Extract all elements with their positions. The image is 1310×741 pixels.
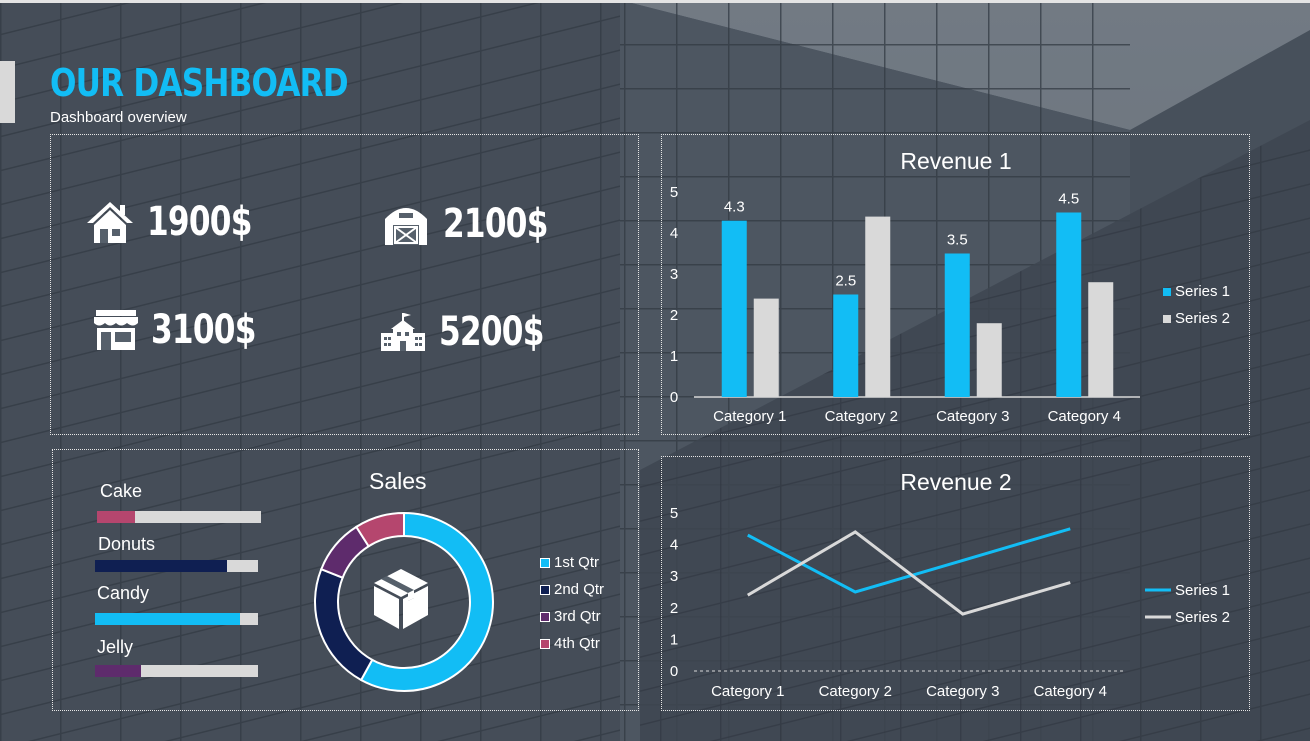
x-tick-label: Category 1 <box>711 683 784 700</box>
bar-series-2 <box>976 323 1002 397</box>
product-label-donuts: Donuts <box>98 534 156 554</box>
data-label: 4.5 <box>1058 191 1079 208</box>
kpi-store-value: 3100$ <box>151 307 256 353</box>
y-tick-label: 4 <box>670 225 678 242</box>
legend-label: Series 1 <box>1175 582 1230 599</box>
data-label: 3.5 <box>947 232 968 249</box>
bar-series-1 <box>833 294 859 397</box>
sales-donut-chart <box>314 511 494 692</box>
kpi-school-value: 5200$ <box>439 309 544 355</box>
legend-label: 1st Qtr <box>554 554 600 571</box>
legend-2nd-qtr: 2nd Qtr <box>540 581 604 598</box>
y-tick-label: 5 <box>670 184 678 201</box>
legend-label: Series 1 <box>1175 283 1230 300</box>
product-bar-donuts-fill <box>95 560 228 572</box>
product-bar-jelly <box>95 665 258 677</box>
y-tick-label: 1 <box>670 631 678 648</box>
donut-slice-1st-qtr <box>359 511 494 692</box>
legend-label: Series 2 <box>1175 609 1230 626</box>
x-tick-label: Category 4 <box>1048 408 1121 425</box>
kpi-barn-value: 2100$ <box>443 201 548 247</box>
barn-icon <box>385 208 427 245</box>
x-tick-label: Category 3 <box>926 683 999 700</box>
legend-label: 2nd Qtr <box>554 581 605 598</box>
revenue2-chart: Revenue 2 0 1 2 3 4 5 Category 1 Category 2 Categ… <box>670 469 1230 700</box>
y-tick-label: 0 <box>670 663 678 680</box>
donut-slice-2nd-qtr <box>314 567 374 682</box>
data-label: 4.3 <box>724 199 745 216</box>
y-tick-label: 0 <box>670 389 678 406</box>
bar-series-2 <box>865 216 891 397</box>
x-tick-label: Category 3 <box>936 408 1009 425</box>
sales-title: Sales <box>369 468 427 494</box>
legend-swatch <box>540 584 550 595</box>
legend-swatch <box>540 611 550 622</box>
legend-swatch <box>540 638 550 649</box>
house-icon <box>87 202 133 243</box>
bar-series-1 <box>944 253 970 397</box>
y-tick-label: 4 <box>670 537 678 554</box>
legend-1st-qtr: 1st Qtr <box>540 554 599 571</box>
revenue2-title: Revenue 2 <box>900 469 1011 495</box>
legend-swatch <box>1163 288 1171 296</box>
donut-slice-4th-qtr <box>354 511 405 548</box>
page-subtitle: Dashboard overview <box>50 109 187 126</box>
school-icon <box>381 313 425 351</box>
kpi-store: 3100$ <box>93 307 285 353</box>
kpi-panel: 1900$ 2100$ 3100$ <box>50 134 639 435</box>
box-icon <box>374 569 428 629</box>
store-icon <box>94 310 138 350</box>
legend-label: Series 2 <box>1175 310 1230 327</box>
legend-3rd-qtr: 3rd Qtr <box>540 608 601 625</box>
kpi-school: 5200$ <box>379 309 573 355</box>
bar-series-1 <box>1056 212 1082 397</box>
y-tick-label: 2 <box>670 600 678 617</box>
bar-series-2 <box>753 298 779 397</box>
y-tick-label: 3 <box>670 266 678 283</box>
product-bar-jelly-fill <box>95 665 141 677</box>
kpi-barn: 2100$ <box>381 201 577 247</box>
product-bar-cake-fill <box>97 511 135 523</box>
bar-series-1 <box>721 220 747 397</box>
product-bar-candy-fill <box>95 613 241 625</box>
line-series-1 <box>747 527 1071 594</box>
product-label-candy: Candy <box>97 583 150 603</box>
revenue1-chart: Revenue 1 0 1 2 3 4 5 Category 1 4.3 Category 2 2.… <box>670 148 1230 425</box>
revenue1-title: Revenue 1 <box>900 148 1011 174</box>
kpi-house: 1900$ <box>85 199 281 245</box>
sales-panel: Sales Cake Donuts Candy Jelly 1st Qtr 2n… <box>52 449 639 711</box>
bar-series-2 <box>1088 282 1114 397</box>
legend-label: 3rd Qtr <box>554 608 601 625</box>
revenue1-panel: Revenue 1 0 1 2 3 4 5 Category 1 4.3 Category 2 2.… <box>661 134 1250 435</box>
y-tick-label: 1 <box>670 348 678 365</box>
product-bar-cake <box>97 511 261 523</box>
data-label: 2.5 <box>835 273 856 290</box>
product-label-cake: Cake <box>100 481 143 501</box>
line-series-2 <box>746 530 1071 616</box>
y-tick-label: 3 <box>670 568 678 585</box>
product-bar-candy <box>95 613 258 625</box>
y-tick-label: 5 <box>670 505 678 522</box>
x-tick-label: Category 4 <box>1034 683 1107 700</box>
legend-4th-qtr: 4th Qtr <box>540 635 600 652</box>
kpi-house-value: 1900$ <box>147 199 252 245</box>
y-tick-label: 2 <box>670 307 678 324</box>
legend-swatch <box>1163 315 1171 323</box>
revenue2-panel: Revenue 2 0 1 2 3 4 5 Category 1 Category 2 Categ… <box>661 456 1250 711</box>
product-label-jelly: Jelly <box>97 637 134 657</box>
x-tick-label: Category 2 <box>819 683 892 700</box>
title-accent-bar <box>0 61 15 123</box>
product-bar-donuts <box>95 560 258 572</box>
legend-swatch <box>540 557 550 568</box>
x-tick-label: Category 2 <box>825 408 898 425</box>
top-strip <box>0 0 1310 3</box>
page-title: OUR DASHBOARD <box>50 61 349 105</box>
x-tick-label: Category 1 <box>713 408 786 425</box>
legend-label: 4th Qtr <box>554 635 600 652</box>
